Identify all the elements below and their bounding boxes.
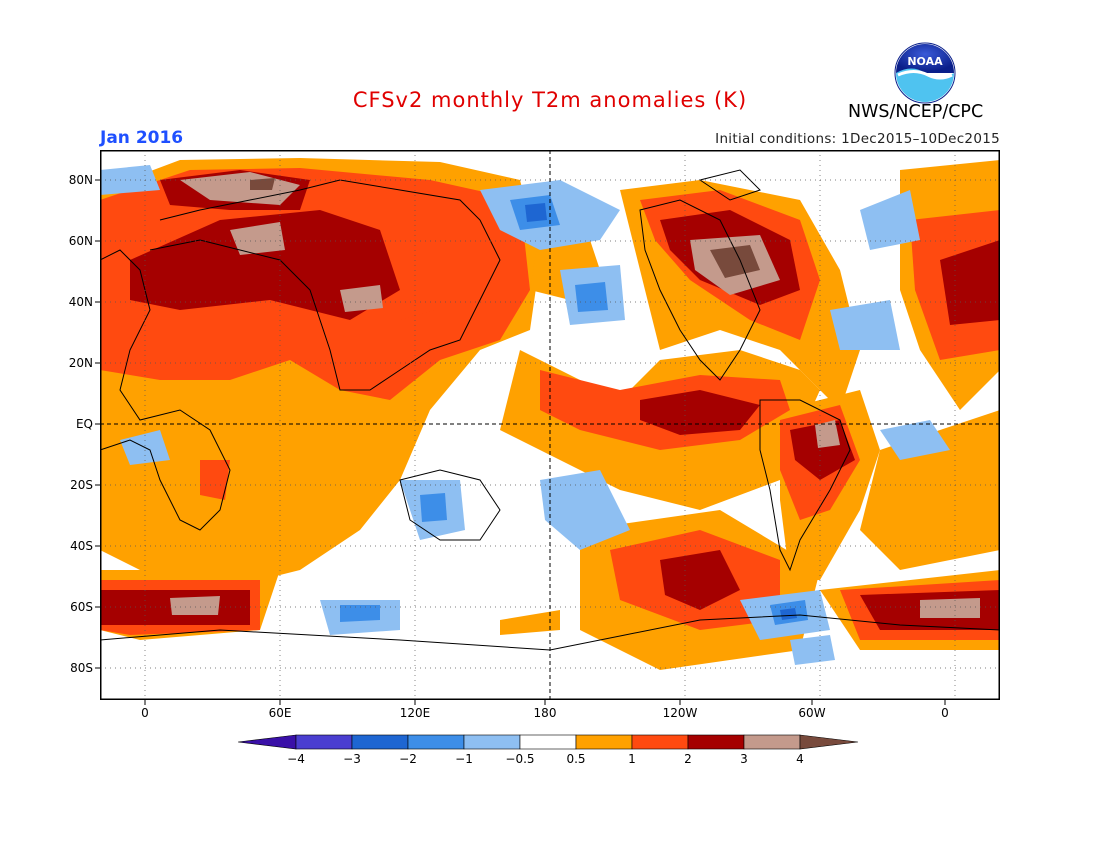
map-frame — [100, 150, 1000, 700]
anomaly-minus-2-3 — [525, 203, 797, 620]
antarctica-coast — [100, 614, 1000, 651]
eurasia-coast — [149, 179, 501, 391]
colorbar-segment — [631, 734, 689, 750]
coastlines — [100, 169, 1000, 651]
lon-label: 180 — [534, 706, 557, 720]
anomaly-map — [100, 150, 1000, 700]
lat-label: 80N — [69, 173, 93, 187]
colorbar-label: 4 — [796, 752, 804, 766]
colorbar-label: 0.5 — [566, 752, 585, 766]
lat-label: 40N — [69, 295, 93, 309]
reference-lines — [100, 150, 1000, 700]
greenland-coast — [698, 169, 761, 201]
colorbar-labels: −4 −3 −2 −1 −0.5 0.5 1 2 3 4 — [287, 752, 804, 766]
noaa-logo: NOAA — [894, 42, 956, 104]
colorbar-segment — [351, 734, 409, 750]
logo-text: NOAA — [907, 55, 943, 68]
colorbar-label: −4 — [287, 752, 305, 766]
colorbar: −4 −3 −2 −1 −0.5 0.5 1 2 3 4 — [238, 734, 859, 766]
australia-coast — [399, 469, 501, 541]
anomaly-4-plus — [250, 178, 760, 278]
lon-label: 120W — [663, 706, 698, 720]
colorbar-boxes — [238, 734, 859, 750]
initial-conditions: Initial conditions: 1Dec2015–10Dec2015 — [715, 131, 1000, 147]
colorbar-segment — [295, 734, 353, 750]
colorbar-label: −2 — [399, 752, 417, 766]
colorbar-label: −3 — [343, 752, 361, 766]
forecast-month: Jan 2016 — [100, 128, 184, 148]
lon-label: 60E — [269, 706, 292, 720]
lat-label: 80S — [70, 661, 93, 675]
lat-label: EQ — [76, 417, 93, 431]
colorbar-segment — [687, 734, 745, 750]
colorbar-segment — [238, 734, 297, 750]
anomaly-fields — [100, 158, 1000, 670]
south-america-coast — [759, 399, 851, 572]
colorbar-segment — [519, 734, 577, 750]
colorbar-label: 2 — [684, 752, 692, 766]
lat-label: 60S — [70, 600, 93, 614]
lon-label: 0 — [141, 706, 149, 720]
colorbar-label: 1 — [628, 752, 636, 766]
colorbar-segment — [743, 734, 801, 750]
colorbar-label: −0.5 — [505, 752, 534, 766]
lon-label: 0 — [941, 706, 949, 720]
map-title: CFSv2 monthly T2m anomalies (K) — [352, 88, 748, 112]
lat-label: 20S — [70, 478, 93, 492]
colorbar-label: 3 — [740, 752, 748, 766]
colorbar-segment — [463, 734, 521, 750]
colorbar-segment — [799, 734, 859, 750]
lon-label: 120E — [400, 706, 431, 720]
lat-label: 40S — [70, 539, 93, 553]
africa-coast — [100, 249, 231, 531]
colorbar-label: −1 — [455, 752, 473, 766]
lat-label: 20N — [69, 356, 93, 370]
north-america-coast — [639, 199, 761, 381]
lat-label: 60N — [69, 234, 93, 248]
colorbar-segment — [407, 734, 465, 750]
organization-label: NWS/NCEP/CPC — [848, 102, 984, 122]
colorbar-segment — [575, 734, 633, 750]
lon-label: 60W — [798, 706, 825, 720]
